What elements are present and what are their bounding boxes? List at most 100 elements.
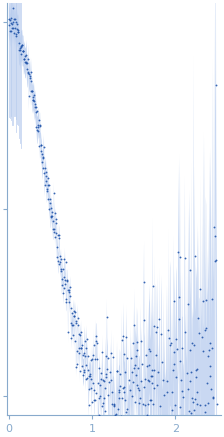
Point: [67, 286, 70, 293]
Point: [69, 304, 72, 311]
Point: [98, 393, 102, 400]
Point: [144, 417, 147, 424]
Point: [58, 258, 62, 265]
Point: [79, 345, 82, 352]
Point: [28, 74, 32, 81]
Point: [83, 337, 87, 344]
Point: [142, 278, 146, 285]
Point: [13, 24, 17, 31]
Point: [47, 181, 51, 188]
Point: [43, 165, 47, 172]
Point: [33, 104, 37, 111]
Point: [144, 351, 148, 358]
Point: [26, 66, 29, 73]
Point: [153, 322, 156, 329]
Point: [146, 377, 150, 384]
Point: [64, 258, 67, 265]
Point: [106, 391, 110, 398]
Point: [25, 52, 28, 59]
Point: [145, 412, 148, 419]
Point: [186, 300, 190, 307]
Point: [209, 340, 212, 347]
Point: [89, 357, 93, 364]
Point: [95, 356, 99, 363]
Point: [189, 377, 192, 384]
Point: [123, 383, 126, 390]
Point: [151, 282, 155, 289]
Point: [14, 19, 17, 26]
Point: [90, 399, 94, 406]
Point: [124, 408, 127, 415]
Point: [214, 82, 218, 89]
Point: [96, 379, 99, 386]
Point: [63, 277, 67, 284]
Point: [133, 399, 137, 406]
Point: [159, 330, 163, 337]
Point: [179, 376, 183, 383]
Point: [60, 275, 64, 282]
Point: [158, 316, 161, 323]
Point: [133, 322, 136, 329]
Point: [209, 385, 213, 392]
Point: [17, 47, 21, 54]
Point: [34, 108, 38, 115]
Point: [177, 248, 180, 255]
Point: [28, 72, 32, 79]
Point: [123, 368, 127, 375]
Point: [106, 365, 109, 372]
Point: [137, 430, 140, 437]
Point: [163, 392, 166, 399]
Point: [43, 169, 46, 176]
Point: [146, 400, 150, 407]
Point: [203, 326, 206, 333]
Point: [50, 205, 53, 212]
Point: [185, 369, 189, 376]
Point: [35, 126, 39, 133]
Point: [107, 378, 111, 385]
Point: [137, 399, 141, 406]
Point: [38, 122, 42, 129]
Point: [117, 395, 120, 402]
Point: [195, 388, 199, 395]
Point: [151, 373, 154, 380]
Point: [57, 232, 61, 239]
Point: [102, 422, 106, 429]
Point: [53, 233, 57, 240]
Point: [152, 384, 156, 391]
Point: [52, 225, 55, 232]
Point: [141, 423, 144, 430]
Point: [9, 28, 13, 35]
Point: [45, 185, 49, 192]
Point: [53, 229, 56, 236]
Point: [191, 395, 194, 402]
Point: [194, 373, 198, 380]
Point: [128, 416, 131, 423]
Point: [116, 368, 119, 375]
Point: [42, 143, 46, 150]
Point: [30, 78, 33, 85]
Point: [181, 393, 185, 400]
Point: [118, 383, 122, 390]
Point: [120, 394, 124, 401]
Point: [78, 330, 81, 337]
Point: [18, 45, 22, 52]
Point: [192, 399, 195, 406]
Point: [20, 42, 24, 49]
Point: [168, 342, 172, 349]
Point: [103, 407, 107, 414]
Point: [61, 290, 65, 297]
Point: [94, 333, 97, 340]
Point: [61, 265, 65, 272]
Point: [22, 55, 26, 62]
Point: [153, 430, 157, 437]
Point: [181, 388, 184, 395]
Point: [128, 426, 132, 433]
Point: [24, 60, 27, 67]
Point: [46, 182, 50, 189]
Point: [29, 68, 33, 75]
Point: [144, 402, 147, 409]
Point: [162, 426, 166, 433]
Point: [155, 432, 159, 437]
Point: [83, 353, 87, 360]
Point: [189, 368, 193, 375]
